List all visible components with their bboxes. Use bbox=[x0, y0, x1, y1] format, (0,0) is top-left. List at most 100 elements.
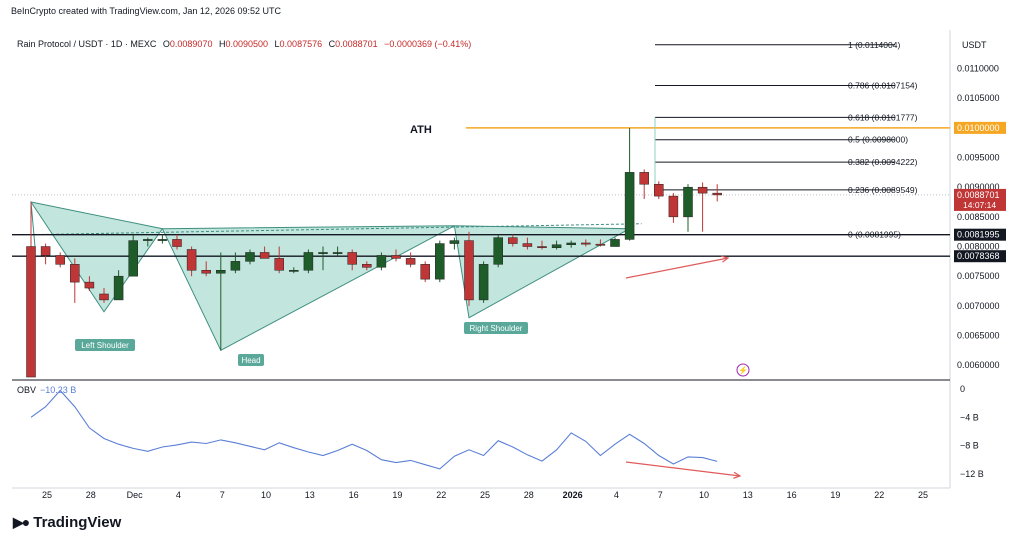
time-tick-label: 28 bbox=[524, 490, 534, 500]
candle-body bbox=[405, 258, 416, 265]
time-tick-label: 13 bbox=[305, 490, 315, 500]
candle-body bbox=[128, 240, 138, 277]
lightning-icon-glyph: ⚡ bbox=[738, 365, 748, 375]
price-badge-bg bbox=[954, 121, 1006, 134]
low-key: L bbox=[274, 39, 280, 49]
candle-body bbox=[230, 261, 241, 271]
candle-body bbox=[303, 252, 314, 271]
price-tick-label: 0.0110000 bbox=[957, 64, 999, 74]
candle-body bbox=[362, 264, 372, 268]
candle-body bbox=[449, 240, 460, 244]
right-shoulder-label-bg bbox=[464, 322, 528, 334]
fib-label: 0.5 (0.0098000) bbox=[848, 135, 908, 145]
time-tick-label: 4 bbox=[614, 490, 619, 500]
price-arrow bbox=[625, 255, 730, 279]
time-tick-label: 25 bbox=[480, 490, 490, 500]
obv-line bbox=[30, 389, 718, 470]
time-tick-label: 25 bbox=[918, 490, 928, 500]
fib-label: 0 (0.0081995) bbox=[848, 230, 901, 240]
symbol-legend: Rain Protocol / USDT · 1D · MEXC O0.0089… bbox=[17, 39, 471, 49]
candle bbox=[362, 261, 372, 271]
candle-body bbox=[84, 281, 95, 289]
candle-body bbox=[420, 264, 430, 280]
candle bbox=[668, 193, 679, 223]
time-tick-label: 22 bbox=[436, 490, 446, 500]
candle-body bbox=[508, 237, 518, 244]
pattern-tail bbox=[30, 201, 36, 247]
candle bbox=[303, 249, 314, 274]
candle bbox=[478, 261, 489, 303]
lightning-icon: ⚡ bbox=[736, 363, 750, 377]
price-chart[interactable]: USDT 0.0110000 0.0105000 0.0095000 0.0090000… bbox=[0, 0, 1024, 510]
head-label-text: Head bbox=[241, 356, 260, 365]
candle bbox=[683, 184, 693, 232]
candle-body bbox=[478, 264, 489, 301]
candle bbox=[610, 237, 620, 247]
candle bbox=[289, 267, 299, 274]
candle-body bbox=[289, 270, 299, 272]
candle bbox=[274, 246, 284, 274]
price-badge-bg bbox=[954, 250, 1006, 263]
candle bbox=[157, 234, 168, 244]
time-tick-label: 25 bbox=[42, 490, 52, 500]
left-shoulder-label: Left Shoulder bbox=[75, 339, 135, 351]
candle-body bbox=[332, 252, 343, 254]
candle-body bbox=[201, 270, 211, 274]
fib-label: 1 (0.0114004) bbox=[848, 40, 900, 50]
fib-label: 0.382 (0.0094222) bbox=[848, 157, 918, 167]
candle-body bbox=[464, 240, 474, 301]
candle bbox=[639, 169, 649, 200]
price-badge: 0.0078368 bbox=[954, 250, 1006, 263]
candle-body bbox=[581, 242, 591, 245]
price-badge-bg bbox=[954, 188, 1006, 211]
price-axis-unit: USDT bbox=[962, 40, 987, 50]
candle-body bbox=[566, 242, 576, 245]
candle bbox=[84, 276, 95, 292]
candle-body bbox=[522, 243, 533, 247]
candle bbox=[581, 239, 591, 247]
symbol-name: Rain Protocol / USDT · 1D · MEXC bbox=[17, 39, 157, 49]
head-label-bg bbox=[238, 354, 264, 366]
candle-body bbox=[245, 252, 255, 262]
candle-body bbox=[143, 239, 153, 241]
time-tick-label: 10 bbox=[699, 490, 709, 500]
right-shoulder-label-text: Right Shoulder bbox=[470, 324, 523, 333]
head-shape bbox=[161, 225, 455, 351]
candle bbox=[712, 184, 722, 202]
candle-body bbox=[55, 255, 65, 265]
candle-body bbox=[610, 239, 620, 247]
candle bbox=[216, 252, 226, 351]
tradingview-logo-icon: ▶● bbox=[13, 514, 30, 530]
candle-body bbox=[697, 186, 708, 194]
obv-tick-label: −12 B bbox=[960, 469, 984, 479]
candle bbox=[332, 246, 343, 256]
candle bbox=[376, 252, 387, 271]
close-value: 0.0088701 bbox=[335, 39, 378, 49]
price-tick-label: 0.0090000 bbox=[957, 182, 1000, 192]
candle bbox=[26, 202, 36, 378]
candle bbox=[595, 239, 606, 247]
candle bbox=[55, 252, 65, 268]
candle-body bbox=[40, 246, 51, 256]
time-tick-label: 7 bbox=[220, 490, 225, 500]
low-value: 0.0087576 bbox=[279, 39, 323, 49]
price-badge-text: 0.0081995 bbox=[957, 230, 1000, 240]
candle bbox=[186, 246, 197, 277]
ath-label: ATH bbox=[410, 124, 432, 136]
tradingview-brand: ▶● TradingView bbox=[13, 514, 121, 531]
candle-body bbox=[318, 252, 328, 254]
brand-name: TradingView bbox=[33, 514, 122, 531]
candle bbox=[259, 246, 270, 259]
fib-label: 0.618 (0.0101777) bbox=[848, 112, 918, 122]
time-tick-label: 13 bbox=[743, 490, 753, 500]
candle-body bbox=[113, 275, 124, 301]
time-tick-label: 4 bbox=[176, 490, 181, 500]
time-tick-label: 16 bbox=[349, 490, 359, 500]
candle-body bbox=[157, 239, 168, 241]
candle bbox=[128, 234, 138, 277]
candle-body bbox=[376, 255, 387, 268]
candle bbox=[143, 237, 153, 247]
candle-body bbox=[639, 172, 649, 185]
candle bbox=[172, 234, 182, 250]
obv-arrow bbox=[625, 461, 742, 479]
